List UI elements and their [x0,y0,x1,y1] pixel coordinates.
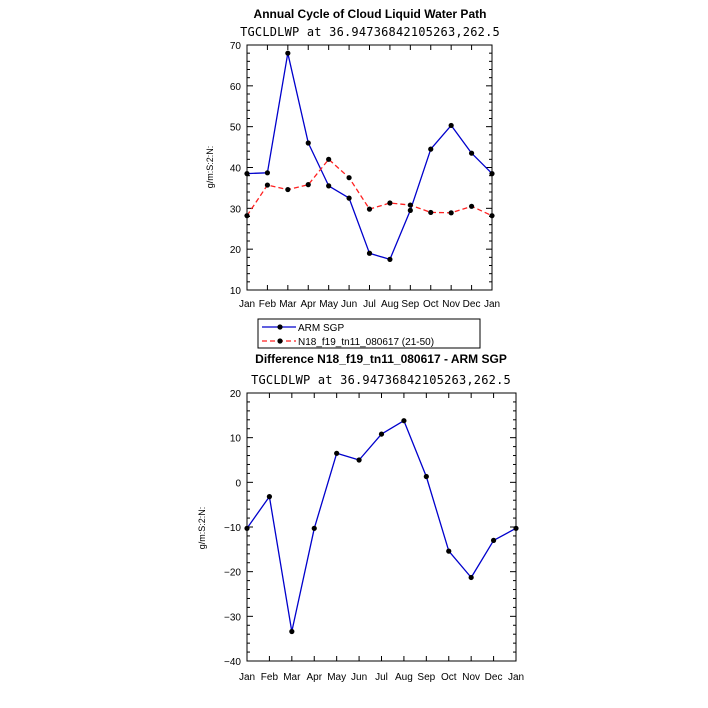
data-point [428,209,434,216]
data-point [448,122,454,129]
x-tick-label: Nov [442,299,460,310]
data-point [366,250,373,256]
data-point [468,150,475,156]
y-tick-label: 50 [230,123,242,134]
x-tick-label: Apr [300,299,316,310]
x-tick-label: Feb [259,299,277,310]
chart-title: Annual Cycle of Cloud Liquid Water Path [254,7,487,21]
chart-title: Difference N18_f19_tn11_080617 - ARM SGP [255,352,507,366]
data-point [366,206,373,212]
x-tick-label: Jun [351,672,367,683]
legend-marker-model [277,338,283,344]
x-tick-label: Oct [423,299,439,310]
data-point [489,213,495,219]
x-tick-label: Jan [239,672,255,683]
x-tick-label: Sep [401,299,419,310]
chart-subtitle: TGCLDLWP at 36.94736842105263,262.5 [251,373,511,387]
data-point [264,170,271,176]
data-point [356,457,362,463]
data-point [378,431,385,437]
y-tick-label: 20 [230,389,242,400]
y-tick-label: 70 [230,41,242,52]
y-tick-label: 60 [230,82,242,93]
data-point [446,548,452,554]
y-tick-label: −30 [224,612,241,623]
chart-subtitle: TGCLDLWP at 36.94736842105263,262.5 [240,25,500,39]
y-tick-label: 0 [235,478,241,489]
plot-area: Jan Feb Mar Apr May Jun Jul Aug Sep Oct Nov Dec Jan1… [230,41,500,310]
y-tick-label: 40 [230,164,242,175]
legend-label-arm-sgp: ARM SGP [298,323,344,334]
data-point [264,182,271,188]
y-tick-label: −40 [224,657,241,668]
data-point [346,175,352,181]
data-point [334,450,340,456]
x-tick-label: Nov [462,672,480,683]
legend-box [257,318,481,349]
difference-chart: Difference N18_f19_tn11_080617 - ARM SGP… [197,352,524,683]
data-point [244,213,250,219]
x-tick-label: Mar [283,672,301,683]
y-axis-label: g/m:S:2:N: [197,507,207,550]
data-point [407,207,413,213]
x-tick-label: Jun [341,299,357,310]
data-point [289,628,295,635]
plot-area: Jan Feb Mar Apr May Jun Jul Aug Sep Oct Nov Dec Jan −… [224,389,524,683]
x-tick-label: May [327,672,346,683]
data-point [346,195,352,201]
data-point [326,156,332,162]
x-tick-label: Jan [239,299,255,310]
data-point [468,574,474,581]
series-line-0 [246,52,493,261]
x-tick-label: Jul [375,672,388,683]
data-point [428,146,434,152]
legend-marker-arm-sgp [277,324,283,330]
y-axis-label: g/m:S:2:N: [205,146,215,189]
x-tick-label: Oct [441,672,457,683]
data-point [285,50,291,56]
x-tick-label: Jan [508,672,524,683]
data-point [468,203,475,209]
x-tick-label: Dec [463,299,481,310]
x-tick-label: Feb [261,672,279,683]
x-tick-label: Aug [395,672,413,683]
data-point [387,200,393,206]
y-tick-label: −10 [224,523,241,534]
x-tick-label: Aug [381,299,399,310]
y-tick-label: 10 [230,286,242,297]
x-tick-label: May [319,299,338,310]
annual-cycle-chart: Annual Cycle of Cloud Liquid Water Path … [205,7,500,349]
data-point [244,525,250,531]
data-point [305,182,311,188]
y-tick-label: 20 [230,245,242,256]
data-point [490,537,497,544]
legend-label-model: N18_f19_tn11_080617 (21-50) [298,337,434,348]
x-tick-label: Dec [485,672,503,683]
x-tick-label: Mar [279,299,297,310]
x-tick-label: Jan [484,299,500,310]
y-tick-label: −20 [224,568,241,579]
data-point [305,140,311,146]
data-point [448,210,454,216]
data-point [401,418,407,424]
data-point [407,202,413,208]
x-tick-label: Sep [417,672,435,683]
data-point [423,473,429,480]
x-tick-label: Apr [306,672,322,683]
series-line-0 [246,420,517,633]
data-point [513,525,519,531]
data-point [489,171,495,177]
x-tick-label: Jul [363,299,376,310]
legend: ARM SGP N18_f19_tn11_080617 (21-50) [257,318,481,349]
y-tick-label: 10 [230,434,242,445]
data-point [387,256,393,262]
data-point [266,494,273,500]
data-point [244,171,250,177]
data-point [285,186,291,193]
y-tick-label: 30 [230,204,242,215]
data-point [311,525,317,531]
data-point [326,183,332,189]
